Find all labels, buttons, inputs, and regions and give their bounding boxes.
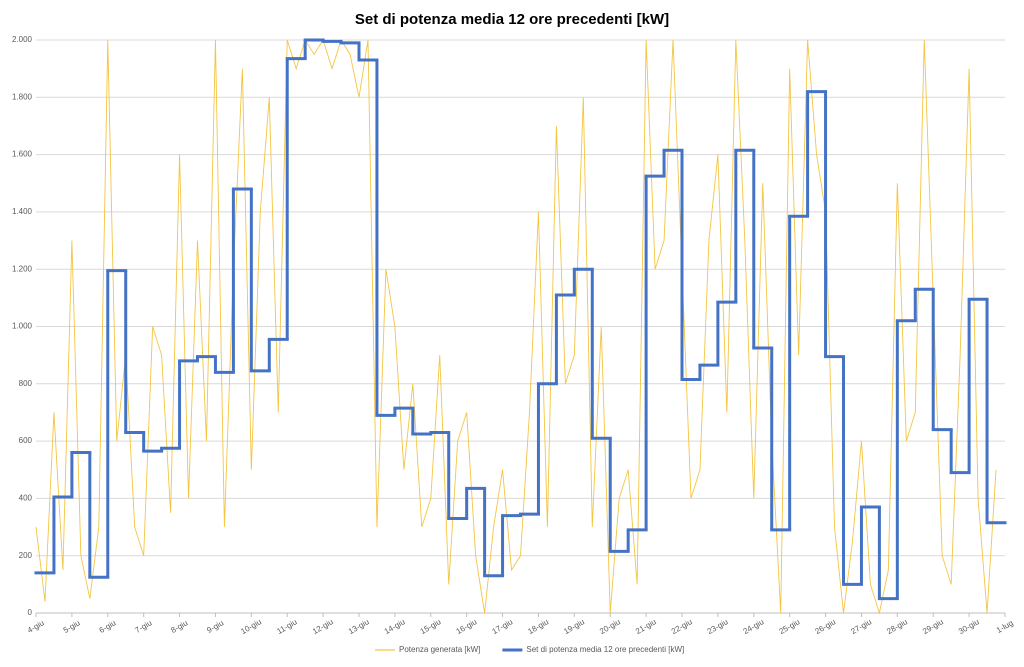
x-tick-label: 15-giu — [419, 617, 443, 636]
y-tick-label: 600 — [19, 436, 33, 445]
x-tick-label: 10-giu — [239, 617, 263, 636]
y-tick-label: 1.400 — [12, 207, 33, 216]
x-tick-label: 17-giu — [490, 617, 514, 636]
x-tick-label: 18-giu — [526, 617, 550, 636]
x-tick-label: 1-lug — [995, 618, 1015, 635]
x-tick-label: 22-giu — [670, 617, 694, 636]
x-tick-label: 30-giu — [957, 617, 981, 636]
x-tick-label: 20-giu — [598, 617, 622, 636]
legend-label: Potenza generata [kW] — [399, 645, 480, 654]
x-tick-label: 11-giu — [275, 617, 298, 636]
x-tick-label: 25-giu — [778, 617, 802, 636]
y-tick-label: 0 — [28, 608, 33, 617]
x-tick-label: 9-giu — [205, 618, 225, 635]
x-tick-label: 24-giu — [742, 617, 766, 636]
x-tick-label: 16-giu — [455, 617, 479, 636]
y-tick-label: 1.200 — [12, 264, 33, 273]
x-tick-label: 4-giu — [26, 618, 46, 635]
x-tick-label: 28-giu — [885, 617, 909, 636]
y-tick-label: 400 — [19, 494, 33, 503]
chart-title: Set di potenza media 12 ore precedenti [… — [355, 11, 669, 28]
legend-label: Set di potenza media 12 ore precedenti [… — [526, 645, 684, 654]
x-tick-label: 27-giu — [849, 617, 873, 636]
x-tick-label: 26-giu — [813, 617, 837, 636]
y-tick-label: 1.600 — [12, 150, 33, 159]
x-tick-label: 7-giu — [134, 618, 154, 635]
y-tick-label: 1.800 — [12, 92, 33, 101]
x-tick-label: 21-giu — [634, 617, 658, 636]
x-tick-label: 5-giu — [62, 618, 82, 635]
x-tick-label: 19-giu — [562, 617, 586, 636]
x-tick-label: 29-giu — [921, 617, 945, 636]
x-tick-label: 8-giu — [169, 618, 189, 635]
y-tick-label: 1.000 — [12, 322, 33, 331]
x-tick-label: 6-giu — [98, 618, 118, 635]
y-tick-label: 200 — [19, 551, 33, 560]
y-tick-label: 2.000 — [12, 35, 33, 44]
data-line — [35, 38, 997, 615]
y-tick-label: 800 — [19, 379, 33, 388]
x-tick-label: 23-giu — [706, 617, 730, 636]
x-tick-label: 14-giu — [383, 617, 407, 636]
x-tick-label: 12-giu — [311, 617, 335, 636]
x-tick-label: 13-giu — [347, 617, 371, 636]
